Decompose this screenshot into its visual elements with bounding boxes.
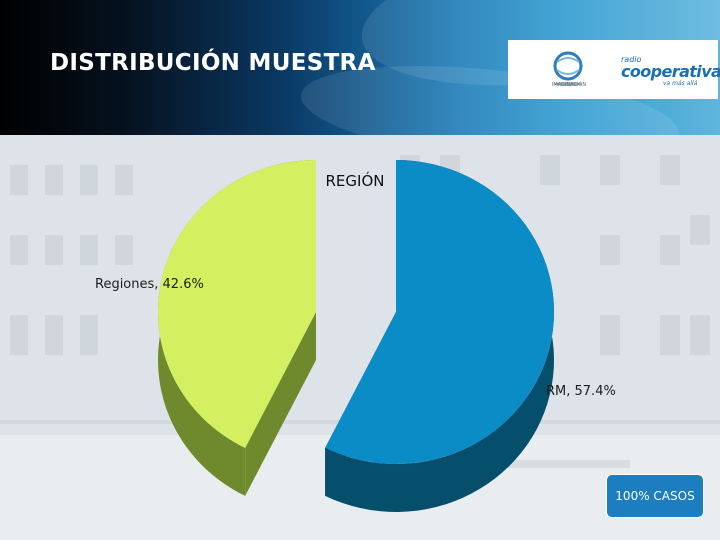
header-banner: DISTRIBUCIÓN MUESTRA IMAGINACIÓN radio c… <box>0 0 720 135</box>
logo-left-caption: IMAGINACIÓN <box>551 82 587 88</box>
casos-badge: 100% CASOS <box>606 474 704 518</box>
logo-right-small: radio <box>621 55 642 64</box>
chart-title: REGIÓN <box>325 172 385 190</box>
logo-right-tag: va más allá <box>663 80 698 87</box>
globe-logo-icon <box>553 51 583 86</box>
cooperativa-logo: cooperativa <box>621 62 720 81</box>
pie-slice-regiones <box>158 160 316 448</box>
pie-slice-rm <box>325 160 554 464</box>
logo-panel: IMAGINACIÓN radio cooperativa va más all… <box>508 40 720 99</box>
slide-title: DISTRIBUCIÓN MUESTRA <box>50 50 376 76</box>
label-regiones: Regiones, 42.6% <box>95 277 204 292</box>
label-rm: RM, 57.4% <box>546 384 616 399</box>
